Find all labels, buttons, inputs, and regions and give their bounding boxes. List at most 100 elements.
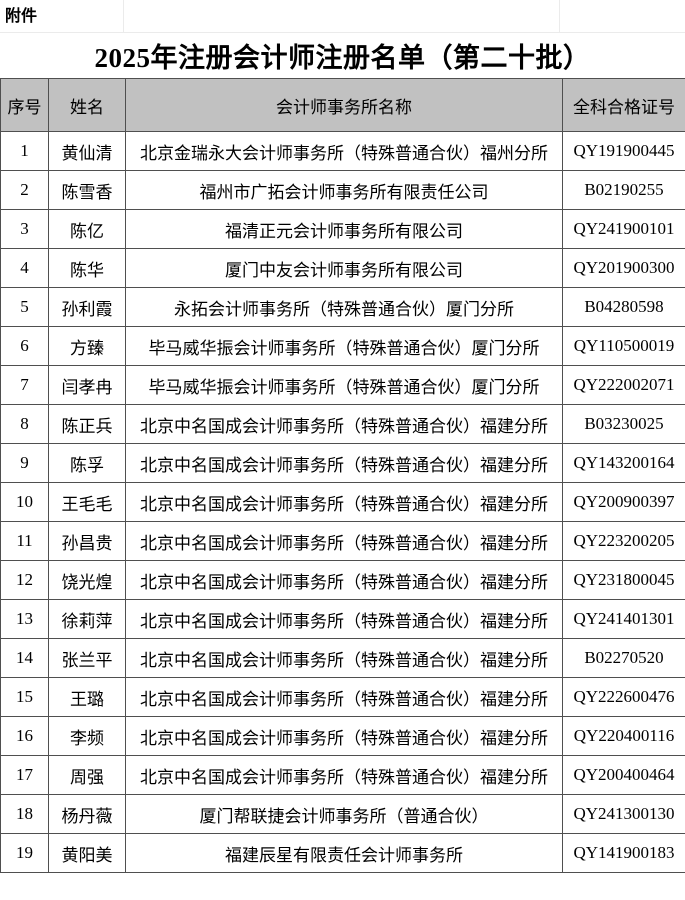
spreadsheet-gridline bbox=[559, 0, 560, 32]
cell-cert: QY191900445 bbox=[562, 131, 685, 171]
cell-no: 3 bbox=[0, 209, 49, 249]
cell-firm: 北京中名国成会计师事务所（特殊普通合伙）福建分所 bbox=[125, 560, 563, 600]
table-row: 18 杨丹薇 厦门帮联捷会计师事务所（普通合伙） QY241300130 bbox=[0, 794, 685, 834]
table-row: 4 陈华 厦门中友会计师事务所有限公司 QY201900300 bbox=[0, 248, 685, 288]
table-row: 5 孙利霞 永拓会计师事务所（特殊普通合伙）厦门分所 B04280598 bbox=[0, 287, 685, 327]
cell-no: 11 bbox=[0, 521, 49, 561]
cell-cert: QY200900397 bbox=[562, 482, 685, 522]
table-row: 13 徐莉萍 北京中名国成会计师事务所（特殊普通合伙）福建分所 QY241401301 bbox=[0, 599, 685, 639]
cell-cert: QY141900183 bbox=[562, 833, 685, 873]
cell-name: 孙昌贵 bbox=[48, 521, 126, 561]
cell-firm: 北京金瑞永大会计师事务所（特殊普通合伙）福州分所 bbox=[125, 131, 563, 171]
table-row: 10 王毛毛 北京中名国成会计师事务所（特殊普通合伙）福建分所 QY200900397 bbox=[0, 482, 685, 522]
cell-cert: QY201900300 bbox=[562, 248, 685, 288]
cell-name: 闫孝冉 bbox=[48, 365, 126, 405]
cell-cert: QY143200164 bbox=[562, 443, 685, 483]
cell-name: 张兰平 bbox=[48, 638, 126, 678]
table-row: 2 陈雪香 福州市广拓会计师事务所有限责任公司 B02190255 bbox=[0, 170, 685, 210]
cell-cert: QY222002071 bbox=[562, 365, 685, 405]
cell-no: 19 bbox=[0, 833, 49, 873]
cell-no: 9 bbox=[0, 443, 49, 483]
table-row: 15 王璐 北京中名国成会计师事务所（特殊普通合伙）福建分所 QY222600476 bbox=[0, 677, 685, 717]
cell-name: 方臻 bbox=[48, 326, 126, 366]
page-title: 2025年注册会计师注册名单（第二十批） bbox=[94, 43, 591, 73]
cell-no: 10 bbox=[0, 482, 49, 522]
cell-cert: B04280598 bbox=[562, 287, 685, 327]
cell-cert: QY200400464 bbox=[562, 755, 685, 795]
table-row: 17 周强 北京中名国成会计师事务所（特殊普通合伙）福建分所 QY200400464 bbox=[0, 755, 685, 795]
table-row: 6 方臻 毕马威华振会计师事务所（特殊普通合伙）厦门分所 QY110500019 bbox=[0, 326, 685, 366]
cell-no: 18 bbox=[0, 794, 49, 834]
cell-firm: 福建辰星有限责任会计师事务所 bbox=[125, 833, 563, 873]
table-row: 7 闫孝冉 毕马威华振会计师事务所（特殊普通合伙）厦门分所 QY222002071 bbox=[0, 365, 685, 405]
cell-firm: 厦门帮联捷会计师事务所（普通合伙） bbox=[125, 794, 563, 834]
attachment-label: 附件 bbox=[5, 8, 38, 25]
cell-firm: 北京中名国成会计师事务所（特殊普通合伙）福建分所 bbox=[125, 599, 563, 639]
table-row: 8 陈正兵 北京中名国成会计师事务所（特殊普通合伙）福建分所 B03230025 bbox=[0, 404, 685, 444]
cell-no: 2 bbox=[0, 170, 49, 210]
header-name: 姓名 bbox=[48, 78, 126, 132]
cell-no: 13 bbox=[0, 599, 49, 639]
cell-no: 8 bbox=[0, 404, 49, 444]
cell-cert: QY223200205 bbox=[562, 521, 685, 561]
cell-cert: QY241300130 bbox=[562, 794, 685, 834]
register-table: 序号 姓名 会计师事务所名称 全科合格证号 1 黄仙清 北京金瑞永大会计师事务所（特… bbox=[0, 78, 685, 873]
header-firm: 会计师事务所名称 bbox=[125, 78, 563, 132]
cell-name: 陈亿 bbox=[48, 209, 126, 249]
cell-no: 17 bbox=[0, 755, 49, 795]
header-row: 序号 姓名 会计师事务所名称 全科合格证号 bbox=[0, 78, 685, 132]
cell-firm: 北京中名国成会计师事务所（特殊普通合伙）福建分所 bbox=[125, 755, 563, 795]
cell-name: 陈华 bbox=[48, 248, 126, 288]
table-header: 序号 姓名 会计师事务所名称 全科合格证号 bbox=[0, 78, 685, 132]
cell-no: 7 bbox=[0, 365, 49, 405]
table-body: 1 黄仙清 北京金瑞永大会计师事务所（特殊普通合伙）福州分所 QY191900445 2… bbox=[0, 131, 685, 873]
cell-name: 陈正兵 bbox=[48, 404, 126, 444]
cell-name: 杨丹薇 bbox=[48, 794, 126, 834]
cell-name: 李频 bbox=[48, 716, 126, 756]
cell-no: 5 bbox=[0, 287, 49, 327]
spreadsheet-gridline bbox=[123, 0, 124, 32]
cell-no: 4 bbox=[0, 248, 49, 288]
cell-firm: 北京中名国成会计师事务所（特殊普通合伙）福建分所 bbox=[125, 638, 563, 678]
table-row: 1 黄仙清 北京金瑞永大会计师事务所（特殊普通合伙）福州分所 QY191900445 bbox=[0, 131, 685, 171]
table-row: 16 李频 北京中名国成会计师事务所（特殊普通合伙）福建分所 QY220400116 bbox=[0, 716, 685, 756]
cell-firm: 毕马威华振会计师事务所（特殊普通合伙）厦门分所 bbox=[125, 365, 563, 405]
cell-cert: B02270520 bbox=[562, 638, 685, 678]
cell-cert: QY241401301 bbox=[562, 599, 685, 639]
header-cert: 全科合格证号 bbox=[562, 78, 685, 132]
cell-name: 孙利霞 bbox=[48, 287, 126, 327]
cell-name: 陈孚 bbox=[48, 443, 126, 483]
cell-name: 徐莉萍 bbox=[48, 599, 126, 639]
cell-cert: B03230025 bbox=[562, 404, 685, 444]
cell-no: 14 bbox=[0, 638, 49, 678]
cell-no: 12 bbox=[0, 560, 49, 600]
cell-firm: 厦门中友会计师事务所有限公司 bbox=[125, 248, 563, 288]
table-row: 3 陈亿 福清正元会计师事务所有限公司 QY241900101 bbox=[0, 209, 685, 249]
cell-name: 陈雪香 bbox=[48, 170, 126, 210]
cell-firm: 北京中名国成会计师事务所（特殊普通合伙）福建分所 bbox=[125, 404, 563, 444]
cell-firm: 毕马威华振会计师事务所（特殊普通合伙）厦门分所 bbox=[125, 326, 563, 366]
cell-firm: 北京中名国成会计师事务所（特殊普通合伙）福建分所 bbox=[125, 716, 563, 756]
attachment-row: 附件 bbox=[0, 0, 685, 33]
cell-firm: 福清正元会计师事务所有限公司 bbox=[125, 209, 563, 249]
table-row: 12 饶光煌 北京中名国成会计师事务所（特殊普通合伙）福建分所 QY231800045 bbox=[0, 560, 685, 600]
cell-name: 饶光煌 bbox=[48, 560, 126, 600]
cell-firm: 北京中名国成会计师事务所（特殊普通合伙）福建分所 bbox=[125, 677, 563, 717]
cell-name: 王璐 bbox=[48, 677, 126, 717]
cell-cert: QY110500019 bbox=[562, 326, 685, 366]
cell-firm: 福州市广拓会计师事务所有限责任公司 bbox=[125, 170, 563, 210]
cell-no: 1 bbox=[0, 131, 49, 171]
header-no: 序号 bbox=[0, 78, 49, 132]
cell-firm: 永拓会计师事务所（特殊普通合伙）厦门分所 bbox=[125, 287, 563, 327]
table-row: 11 孙昌贵 北京中名国成会计师事务所（特殊普通合伙）福建分所 QY223200205 bbox=[0, 521, 685, 561]
cell-name: 黄仙清 bbox=[48, 131, 126, 171]
cell-cert: QY220400116 bbox=[562, 716, 685, 756]
cell-firm: 北京中名国成会计师事务所（特殊普通合伙）福建分所 bbox=[125, 521, 563, 561]
cell-cert: QY231800045 bbox=[562, 560, 685, 600]
table-row: 14 张兰平 北京中名国成会计师事务所（特殊普通合伙）福建分所 B02270520 bbox=[0, 638, 685, 678]
table-row: 19 黄阳美 福建辰星有限责任会计师事务所 QY141900183 bbox=[0, 833, 685, 873]
cell-no: 15 bbox=[0, 677, 49, 717]
cell-firm: 北京中名国成会计师事务所（特殊普通合伙）福建分所 bbox=[125, 443, 563, 483]
cell-no: 6 bbox=[0, 326, 49, 366]
cell-cert: QY241900101 bbox=[562, 209, 685, 249]
